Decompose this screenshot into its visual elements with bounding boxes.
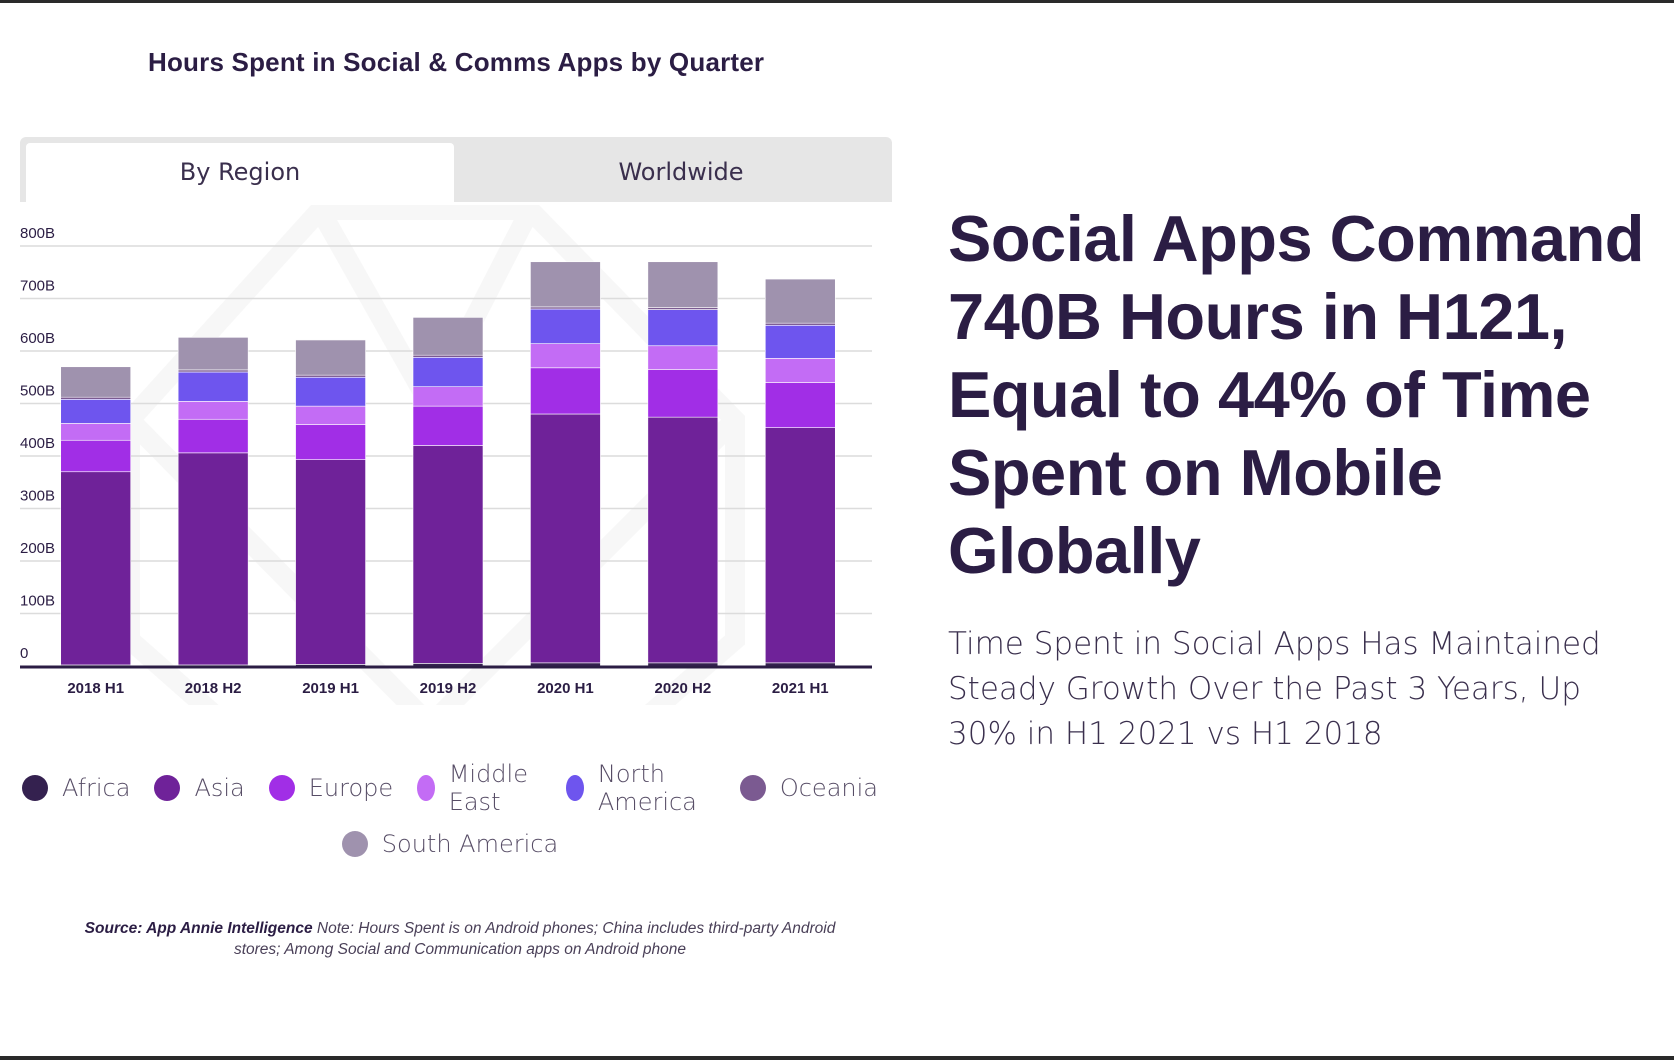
y-tick-label: 300B	[20, 488, 55, 505]
legend-label: Africa	[62, 774, 131, 802]
bar-segment	[295, 339, 366, 376]
bar-segment	[530, 367, 601, 415]
top-border	[0, 0, 1674, 3]
y-tick-label: 500B	[20, 383, 55, 400]
stacked-bar-chart: 0 100B 200B 300B 400B 500B 600B 700B 800B 2018 H…	[20, 205, 872, 705]
y-tick-label: 100B	[20, 593, 55, 610]
y-axis-ticks: 0 100B 200B 300B 400B 500B 600B 700B 800B	[20, 225, 55, 662]
tab-bar: By Region Worldwide	[20, 137, 892, 202]
tab-by-region[interactable]: By Region	[26, 143, 454, 202]
legend-item-north-america[interactable]: North America	[566, 760, 716, 816]
x-tick-label: 2019 H2	[420, 680, 477, 697]
bar-segment	[530, 261, 601, 308]
legend-label: Asia	[194, 774, 245, 802]
legend-item-europe[interactable]: Europe	[268, 774, 394, 802]
bar-segment	[60, 399, 132, 424]
bar-segment	[295, 459, 366, 665]
legend-row-2: South America	[10, 816, 890, 872]
y-tick-label: 400B	[20, 435, 55, 452]
tab-worldwide[interactable]: Worldwide	[618, 158, 744, 186]
bar-segment	[530, 308, 601, 344]
bar-segment	[764, 427, 836, 664]
y-tick-label: 0	[20, 645, 28, 662]
y-tick-label: 200B	[20, 540, 55, 557]
bar-segment	[295, 374, 366, 378]
bar-segment	[764, 358, 836, 383]
x-tick-label: 2020 H2	[654, 680, 711, 697]
bar-segment	[647, 345, 719, 370]
legend-item-africa[interactable]: Africa	[22, 774, 130, 802]
bar-segment	[177, 371, 249, 402]
y-tick-label: 600B	[20, 330, 55, 347]
legend-swatch	[22, 775, 48, 801]
bar-segment	[647, 261, 719, 308]
chart-title: Hours Spent in Social & Comms Apps by Qu…	[148, 47, 765, 77]
source-label: Source: App Annie Intelligence	[84, 920, 313, 937]
x-tick-label: 2018 H1	[67, 680, 124, 697]
bar-segment	[295, 424, 366, 460]
legend-item-oceania[interactable]: Oceania	[739, 774, 878, 802]
legend-swatch	[341, 831, 368, 857]
bar-segment	[530, 343, 601, 369]
bar-segment	[295, 405, 366, 425]
bar-segment	[412, 357, 484, 388]
bar-segment	[530, 306, 601, 310]
subheadline: Time Spent in Social Apps Has Maintained…	[948, 626, 1601, 752]
bar-segment	[412, 405, 484, 446]
legend-label: Europe	[308, 774, 394, 802]
headline: Social Apps Command 740B Hours in H121, …	[948, 202, 1644, 587]
bar-segment	[60, 471, 132, 666]
bar-segment	[412, 386, 484, 407]
bars	[60, 261, 836, 667]
source-text: Note: Hours Spent is on Android phones; …	[233, 920, 836, 958]
x-tick-label: 2019 H1	[302, 680, 359, 697]
bar-segment	[647, 369, 719, 418]
bar-segment	[60, 396, 132, 400]
bottom-border	[0, 1056, 1674, 1060]
bar-segment	[295, 376, 366, 407]
bar-segment	[647, 307, 719, 310]
legend-swatch	[268, 775, 295, 801]
bar-segment	[764, 382, 836, 428]
bar-segment	[60, 423, 132, 441]
bar-segment	[764, 324, 836, 359]
x-tick-label: 2021 H1	[772, 680, 829, 697]
y-tick-label: 800B	[20, 225, 55, 242]
legend-item-middle-east[interactable]: Middle East	[417, 760, 542, 816]
source-note: Source: App Annie Intelligence Note: Hou…	[80, 918, 840, 960]
bar-segment	[60, 439, 132, 473]
bar-segment	[412, 354, 484, 358]
bar-segment	[177, 337, 249, 371]
bar-segment	[647, 416, 719, 664]
bar-segment	[647, 309, 719, 347]
legend-row-1: Africa Asia Europe Middle East North Ame…	[10, 760, 890, 816]
bar-segment	[60, 366, 132, 398]
bar-segment	[177, 418, 249, 454]
bar-segment	[177, 401, 249, 420]
legend-label: Middle East	[448, 760, 528, 816]
legend-item-south-america[interactable]: South America	[341, 830, 559, 858]
bar-segment	[530, 413, 601, 664]
x-axis-ticks: 2018 H1 2018 H2 2019 H1 2019 H2 2020 H1 2020 …	[20, 665, 872, 697]
x-tick-label: 2018 H2	[185, 680, 242, 697]
legend-item-asia[interactable]: Asia	[154, 774, 245, 802]
legend-label: Oceania	[779, 774, 878, 802]
y-tick-label: 700B	[20, 278, 55, 295]
legend-label: North America	[597, 760, 697, 816]
legend-swatch	[566, 775, 584, 801]
gridlines	[20, 245, 872, 615]
x-tick-label: 2020 H1	[537, 680, 594, 697]
legend-swatch	[417, 775, 435, 801]
legend-label: South America	[381, 830, 559, 858]
bar-segment	[764, 322, 836, 326]
bar-segment	[764, 278, 836, 324]
legend-swatch	[154, 775, 181, 801]
bar-segment	[412, 445, 484, 664]
bar-segment	[177, 452, 249, 666]
legend-swatch	[739, 775, 766, 801]
bar-segment	[412, 317, 484, 356]
chart-legend: Africa Asia Europe Middle East North Ame…	[10, 760, 890, 872]
bar-segment	[177, 369, 249, 373]
